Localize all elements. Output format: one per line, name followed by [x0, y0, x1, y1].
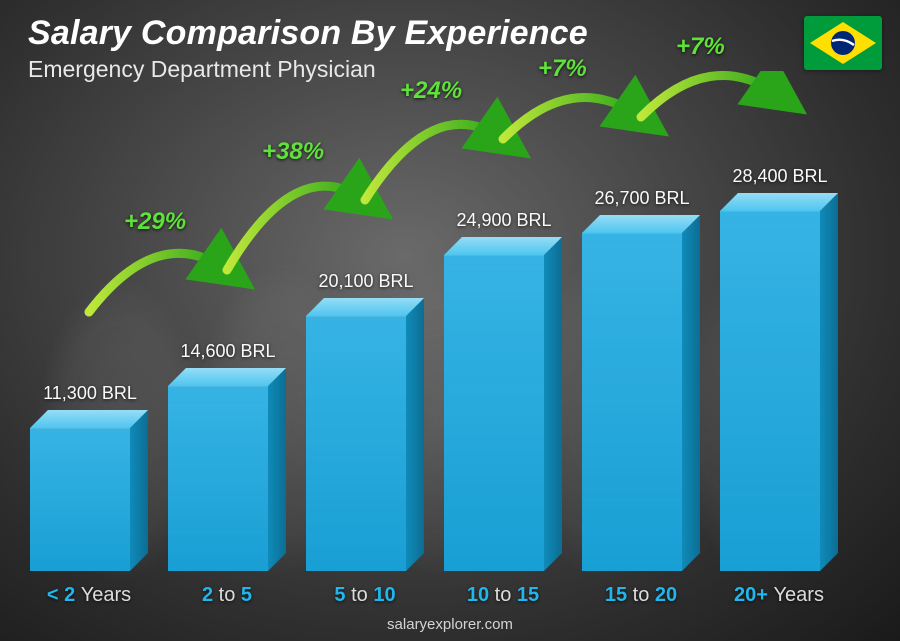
- x-axis-label: 2 to 5: [168, 584, 286, 607]
- bar-value-label: 20,100 BRL: [296, 271, 436, 292]
- bar: 11,300 BRL: [30, 428, 148, 571]
- x-axis-label: 20+ Years: [720, 584, 838, 607]
- x-axis-label: 5 to 10: [306, 584, 424, 607]
- increment-pct-label: +7%: [676, 33, 725, 61]
- increment-pct-label: +38%: [262, 138, 324, 166]
- bar-value-label: 24,900 BRL: [434, 210, 574, 231]
- page-title: Salary Comparison By Experience: [28, 14, 588, 53]
- bar: 26,700 BRL: [582, 233, 700, 571]
- footer-attribution: salaryexplorer.com: [0, 616, 900, 633]
- bar-value-label: 28,400 BRL: [710, 166, 850, 187]
- bar-value-label: 26,700 BRL: [572, 188, 712, 209]
- bar-value-label: 14,600 BRL: [158, 341, 298, 362]
- bar: 20,100 BRL: [306, 316, 424, 571]
- bar: 24,900 BRL: [444, 255, 562, 571]
- bar: 14,600 BRL: [168, 386, 286, 571]
- increment-pct-label: +24%: [400, 77, 462, 105]
- brazil-flag-icon: [804, 16, 882, 70]
- increment-pct-label: +29%: [124, 208, 186, 236]
- increment-pct-label: +7%: [538, 55, 587, 83]
- bar-chart: 11,300 BRL14,600 BRL20,100 BRL24,900 BRL…: [30, 141, 850, 571]
- page-subtitle: Emergency Department Physician: [28, 56, 376, 83]
- x-axis-label: 15 to 20: [582, 584, 700, 607]
- infographic-stage: Salary Comparison By Experience Emergenc…: [0, 0, 900, 641]
- bar: 28,400 BRL: [720, 211, 838, 571]
- x-axis-label: 10 to 15: [444, 584, 562, 607]
- x-axis-label: < 2 Years: [30, 584, 148, 607]
- bar-value-label: 11,300 BRL: [20, 383, 160, 404]
